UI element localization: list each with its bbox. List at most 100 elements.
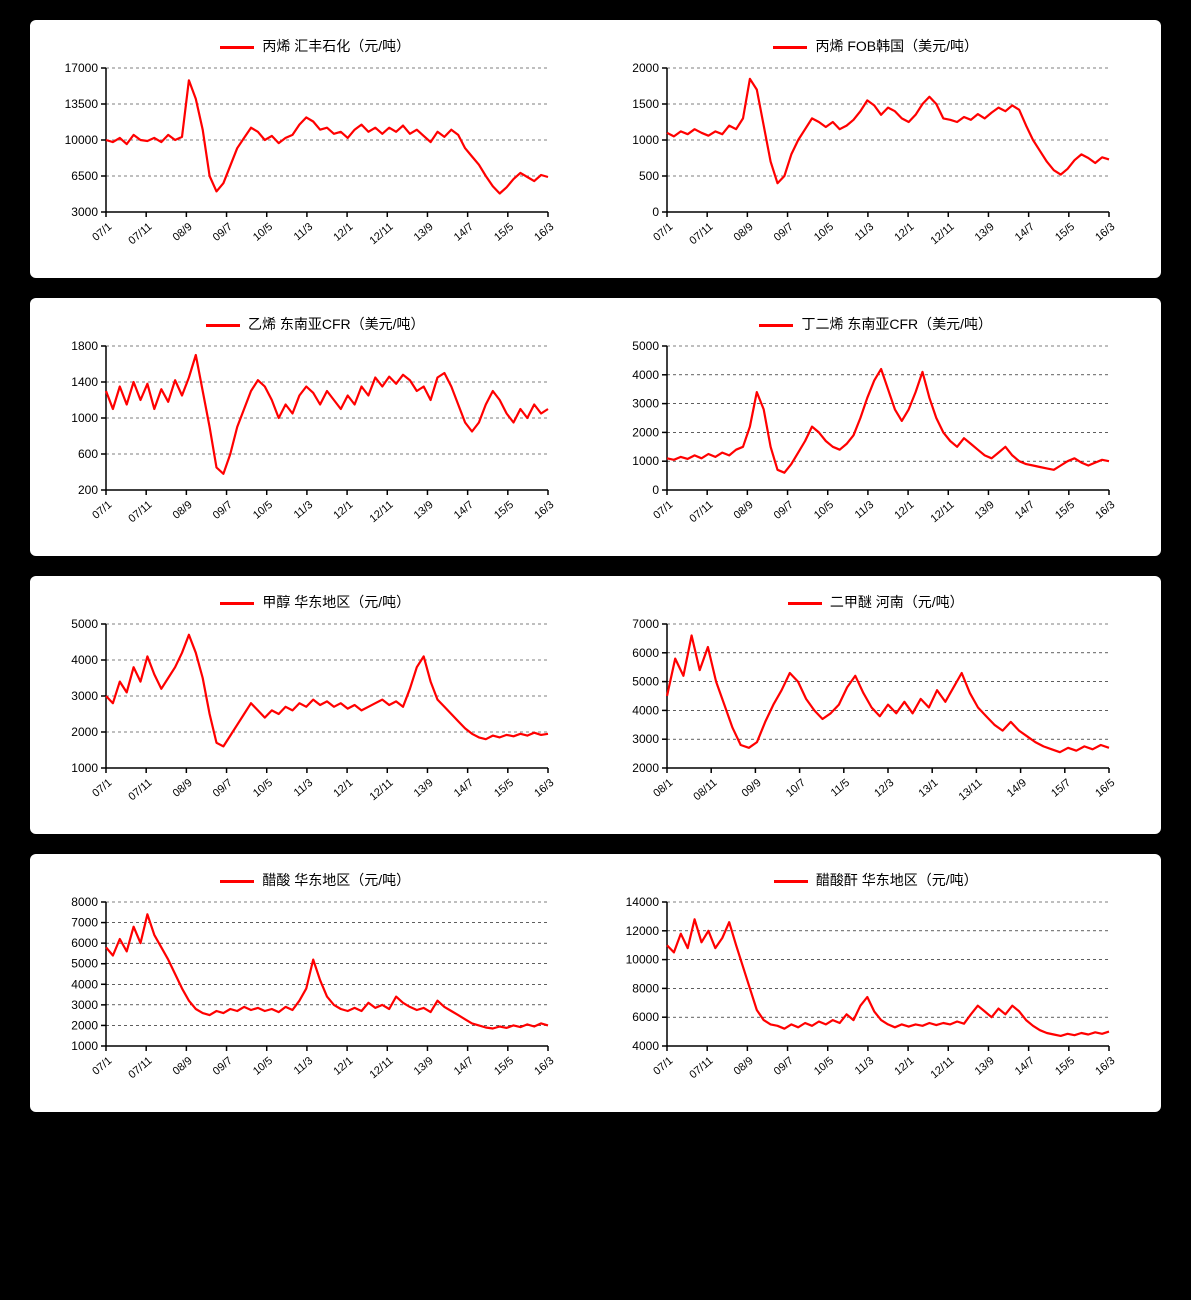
x-tick-label: 07/11 — [126, 499, 154, 525]
chart-d: 丁二烯 东南亚CFR（美元/吨） 01000200030004000500007… — [611, 308, 1142, 536]
x-tick-label: 07/1 — [90, 1055, 114, 1078]
y-tick-label: 5000 — [71, 957, 98, 971]
x-tick-label: 10/5 — [251, 1055, 275, 1078]
x-tick-label: 16/3 — [532, 777, 556, 800]
y-tick-label: 2000 — [71, 725, 98, 739]
x-tick-label: 07/1 — [90, 777, 114, 800]
y-tick-label: 7000 — [71, 916, 98, 930]
x-tick-label: 13/9 — [412, 1055, 436, 1078]
x-tick-label: 09/7 — [211, 777, 235, 800]
card-row-3: 甲醇 华东地区（元/吨） 1000200030004000500007/107/… — [30, 576, 1161, 834]
x-tick-label: 08/9 — [171, 221, 195, 244]
x-tick-label: 15/5 — [492, 1055, 516, 1078]
x-tick-label: 07/11 — [687, 221, 715, 247]
x-tick-label: 15/5 — [1053, 221, 1077, 244]
x-tick-label: 10/5 — [251, 777, 275, 800]
y-tick-label: 2000 — [632, 761, 659, 775]
x-tick-label: 10/5 — [811, 1055, 835, 1078]
x-tick-label: 08/11 — [691, 777, 719, 803]
chart-h: 醋酸酐 华东地区（元/吨） 40006000800010000120001400… — [611, 864, 1142, 1092]
x-tick-label: 13/9 — [412, 221, 436, 244]
y-tick-label: 1500 — [632, 97, 659, 111]
x-tick-label: 07/11 — [126, 777, 154, 803]
y-tick-label: 6000 — [71, 936, 98, 950]
series-line — [667, 369, 1109, 473]
x-tick-label: 09/7 — [211, 221, 235, 244]
legend-swatch — [773, 46, 807, 49]
legend: 丙烯 FOB韩国（美元/吨） — [611, 36, 1142, 56]
x-tick-label: 07/11 — [687, 1055, 715, 1081]
x-tick-label: 12/1 — [892, 1055, 916, 1078]
y-tick-label: 10000 — [65, 133, 99, 147]
y-tick-label: 6500 — [71, 169, 98, 183]
chart-row: 丙烯 汇丰石化（元/吨） 3000650010000135001700007/1… — [50, 30, 1141, 258]
x-tick-label: 11/3 — [292, 499, 315, 521]
legend-label: 醋酸 华东地区（元/吨） — [262, 872, 410, 888]
x-tick-label: 07/11 — [126, 1055, 154, 1081]
legend-label: 甲醇 华东地区（元/吨） — [262, 594, 410, 610]
y-tick-label: 3000 — [71, 998, 98, 1012]
chart-row: 乙烯 东南亚CFR（美元/吨） 20060010001400180007/107… — [50, 308, 1141, 536]
y-tick-label: 7000 — [632, 617, 659, 631]
x-tick-label: 15/5 — [492, 221, 516, 244]
legend: 二甲醚 河南（元/吨） — [611, 592, 1142, 612]
y-tick-label: 13500 — [65, 97, 99, 111]
x-tick-label: 14/7 — [452, 1055, 476, 1078]
x-tick-label: 09/7 — [211, 1055, 235, 1078]
x-tick-label: 08/9 — [731, 221, 755, 244]
y-tick-label: 6000 — [632, 1010, 659, 1024]
y-tick-label: 2000 — [632, 61, 659, 75]
x-tick-label: 08/9 — [171, 777, 195, 800]
x-tick-label: 15/5 — [492, 777, 516, 800]
legend: 醋酸酐 华东地区（元/吨） — [611, 870, 1142, 890]
y-tick-label: 1400 — [71, 375, 98, 389]
x-tick-label: 07/1 — [651, 1055, 675, 1078]
series-line — [667, 79, 1109, 183]
y-tick-label: 2000 — [632, 425, 659, 439]
x-tick-label: 12/11 — [928, 221, 956, 247]
chart-c: 乙烯 东南亚CFR（美元/吨） 20060010001400180007/107… — [50, 308, 581, 536]
chart-svg: 20003000400050006000700008/108/1109/910/… — [611, 614, 1121, 814]
y-tick-label: 5000 — [632, 339, 659, 353]
chart-svg: 3000650010000135001700007/107/1108/909/7… — [50, 58, 560, 258]
x-tick-label: 09/9 — [739, 777, 763, 800]
x-tick-label: 09/7 — [771, 1055, 795, 1078]
x-tick-label: 14/7 — [1012, 1055, 1036, 1078]
x-tick-label: 09/7 — [771, 221, 795, 244]
x-tick-label: 15/5 — [1053, 1055, 1077, 1078]
x-tick-label: 14/7 — [452, 221, 476, 244]
x-tick-label: 11/3 — [852, 1055, 875, 1077]
chart-svg: 40006000800010000120001400007/107/1108/9… — [611, 892, 1121, 1092]
y-tick-label: 1000 — [71, 1039, 98, 1053]
x-tick-label: 12/11 — [367, 1055, 395, 1081]
y-tick-label: 2000 — [71, 1018, 98, 1032]
x-tick-label: 16/3 — [1093, 1055, 1117, 1078]
x-tick-label: 10/5 — [811, 499, 835, 522]
x-tick-label: 15/7 — [1049, 777, 1073, 800]
x-tick-label: 10/7 — [783, 777, 807, 800]
y-tick-label: 3000 — [71, 205, 98, 219]
x-tick-label: 12/11 — [928, 1055, 956, 1081]
x-tick-label: 12/1 — [892, 499, 916, 522]
y-tick-label: 6000 — [632, 646, 659, 660]
x-tick-label: 11/5 — [828, 777, 851, 799]
legend-label: 醋酸酐 华东地区（元/吨） — [816, 872, 978, 888]
y-tick-label: 5000 — [632, 675, 659, 689]
x-tick-label: 15/5 — [492, 499, 516, 522]
x-tick-label: 13/9 — [412, 777, 436, 800]
y-tick-label: 600 — [78, 447, 98, 461]
y-tick-label: 0 — [652, 205, 659, 219]
x-tick-label: 08/9 — [731, 499, 755, 522]
y-tick-label: 200 — [78, 483, 98, 497]
y-tick-label: 10000 — [625, 953, 659, 967]
y-tick-label: 17000 — [65, 61, 99, 75]
y-tick-label: 5000 — [71, 617, 98, 631]
x-tick-label: 09/7 — [771, 499, 795, 522]
chart-svg: 1000200030004000500060007000800007/107/1… — [50, 892, 560, 1092]
x-tick-label: 12/11 — [367, 777, 395, 803]
y-tick-label: 3000 — [632, 732, 659, 746]
series-line — [106, 80, 548, 193]
x-tick-label: 08/1 — [651, 777, 675, 800]
x-tick-label: 13/11 — [956, 777, 984, 803]
x-tick-label: 11/3 — [852, 499, 875, 521]
